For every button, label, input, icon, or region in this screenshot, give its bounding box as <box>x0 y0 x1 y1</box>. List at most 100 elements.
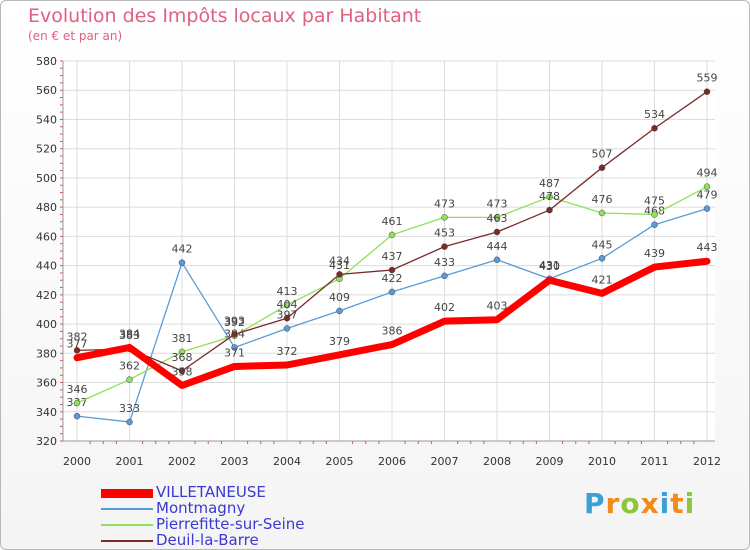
data-label: 443 <box>697 241 718 254</box>
data-label: 382 <box>67 330 88 343</box>
data-point <box>493 228 501 236</box>
data-label: 461 <box>382 215 403 228</box>
data-point <box>703 205 711 212</box>
data-label: 487 <box>539 177 560 190</box>
data-point <box>231 344 238 351</box>
x-tick-label: 2006 <box>378 455 406 468</box>
data-label: 397 <box>277 308 298 321</box>
data-label: 445 <box>592 238 613 251</box>
data-point <box>441 214 448 221</box>
y-tick-label: 560 <box>36 84 57 97</box>
data-label: 381 <box>172 332 193 345</box>
data-label: 473 <box>434 197 455 210</box>
data-point <box>703 183 711 190</box>
data-point <box>546 193 553 201</box>
data-point <box>598 164 606 171</box>
y-tick-label: 520 <box>36 143 57 156</box>
data-point <box>388 288 396 296</box>
data-label: 442 <box>172 243 193 256</box>
y-tick-label: 340 <box>36 406 57 419</box>
data-point <box>703 88 711 95</box>
data-label: 559 <box>697 72 718 85</box>
data-point <box>178 348 186 356</box>
data-label: 403 <box>487 300 508 313</box>
data-point <box>283 325 291 332</box>
legend-swatch <box>101 540 153 542</box>
data-point <box>73 399 81 407</box>
x-tick-label: 2005 <box>326 455 354 468</box>
logo-letter: P <box>584 487 606 520</box>
x-tick-label: 2001 <box>116 455 144 468</box>
data-label: 393 <box>224 314 245 327</box>
data-label: 473 <box>487 197 508 210</box>
data-point <box>73 412 81 420</box>
logo-letter: o <box>620 487 641 520</box>
y-tick-label: 540 <box>36 113 57 126</box>
data-label: 402 <box>434 301 455 314</box>
data-label: 384 <box>119 327 140 340</box>
data-point <box>283 301 291 309</box>
data-label: 368 <box>172 351 193 364</box>
legend-swatch <box>101 488 153 498</box>
y-tick-label: 460 <box>36 230 57 243</box>
data-label: 379 <box>329 335 350 348</box>
y-tick-label: 360 <box>36 377 57 390</box>
y-tick-label: 480 <box>36 201 57 214</box>
data-point <box>73 347 81 354</box>
x-tick-label: 2007 <box>431 455 459 468</box>
logo-letter: x <box>640 487 660 520</box>
legend-label: VILLETANEUSE <box>156 483 266 501</box>
data-point <box>598 209 606 217</box>
data-point <box>336 271 343 278</box>
legend-item: Deuil-la-Barre <box>101 531 321 549</box>
data-point <box>441 272 448 280</box>
data-label: 392 <box>224 316 245 329</box>
legend-item: Montmagny <box>101 499 321 517</box>
x-tick-label: 2002 <box>168 455 196 468</box>
legend-label: Pierrefitte-sur-Seine <box>156 515 305 533</box>
y-tick-label: 400 <box>36 318 57 331</box>
data-point <box>388 266 396 274</box>
proxiti-logo: Proxiti <box>584 487 695 520</box>
data-label: 421 <box>592 273 613 286</box>
legend-label: Montmagny <box>156 499 246 517</box>
data-label: 476 <box>592 193 613 206</box>
data-label: 346 <box>67 383 88 396</box>
legend-label: Deuil-la-Barre <box>156 531 259 549</box>
data-point <box>651 124 658 132</box>
data-label: 422 <box>382 272 403 285</box>
data-label: 439 <box>644 247 665 260</box>
data-point <box>126 418 133 426</box>
data-label: 534 <box>644 108 665 121</box>
x-tick-label: 2008 <box>483 455 511 468</box>
data-label: 404 <box>277 298 298 311</box>
data-label: 431 <box>329 259 350 272</box>
data-label: 386 <box>382 325 403 338</box>
data-point <box>651 211 658 218</box>
data-label: 434 <box>329 254 350 267</box>
data-point <box>546 206 553 214</box>
series-line-villetaneuse <box>73 257 711 389</box>
data-point <box>598 255 606 262</box>
x-tick-label: 2003 <box>221 455 249 468</box>
x-tick-label: 2010 <box>588 455 616 468</box>
logo-letter: i <box>684 487 696 520</box>
data-label: 479 <box>697 189 718 202</box>
data-point <box>178 259 186 266</box>
data-point <box>441 243 448 250</box>
data-point <box>388 231 396 239</box>
data-label: 453 <box>434 227 455 240</box>
data-label: 430 <box>539 260 560 273</box>
data-label: 358 <box>172 365 193 378</box>
data-point <box>283 314 291 322</box>
x-tick-label: 2012 <box>693 455 721 468</box>
legend-swatch <box>101 508 153 510</box>
data-label: 475 <box>644 194 665 207</box>
data-label: 372 <box>277 345 298 358</box>
data-label: 362 <box>119 360 140 373</box>
x-tick-label: 2011 <box>641 455 669 468</box>
data-label: 433 <box>434 256 455 269</box>
data-label: 444 <box>487 240 508 253</box>
legend-swatch <box>101 524 153 526</box>
